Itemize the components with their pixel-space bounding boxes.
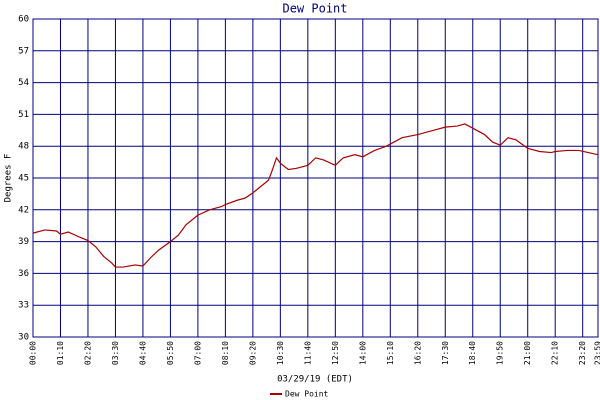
x-tick-label: 15:10 xyxy=(386,341,395,365)
y-tick-label: 30 xyxy=(18,333,29,343)
x-tick-label: 14:00 xyxy=(358,341,367,365)
legend-label: Dew Point xyxy=(285,390,329,399)
x-tick-label: 23:59 xyxy=(594,341,600,365)
x-tick-label: 17:30 xyxy=(441,341,450,365)
y-tick-label: 57 xyxy=(18,46,29,56)
x-tick-label: 04:40 xyxy=(138,341,147,365)
y-tick-label: 51 xyxy=(18,110,29,120)
x-tick-label: 01:10 xyxy=(56,341,65,365)
x-tick-label: 23:20 xyxy=(578,341,587,365)
x-axis-label: 03/29/19 (EDT) xyxy=(277,375,353,385)
x-tick-label: 08:10 xyxy=(221,341,230,365)
x-tick-label: 22:10 xyxy=(551,341,560,365)
x-tick-label: 02:20 xyxy=(83,341,92,365)
chart-title: Dew Point xyxy=(282,2,347,16)
y-tick-label: 48 xyxy=(18,142,29,152)
x-tick-label: 16:20 xyxy=(413,341,422,365)
x-tick-label: 19:50 xyxy=(496,341,505,365)
y-tick-label: 39 xyxy=(18,237,29,247)
x-tick-label: 18:40 xyxy=(468,341,477,365)
x-tick-label: 21:00 xyxy=(523,341,532,365)
y-tick-label: 33 xyxy=(18,301,29,311)
x-tick-label: 07:00 xyxy=(193,341,202,365)
data-line xyxy=(32,123,599,268)
x-tick-label: 11:40 xyxy=(303,341,312,365)
plot-border xyxy=(32,18,599,338)
y-tick-label: 45 xyxy=(18,174,29,184)
x-tick-label: 10:30 xyxy=(276,341,285,365)
y-tick-label: 36 xyxy=(18,269,29,279)
y-tick-label: 60 xyxy=(18,15,29,25)
x-tick-label: 09:20 xyxy=(248,341,257,365)
y-tick-label: 42 xyxy=(18,205,29,215)
x-tick-label: 00:00 xyxy=(29,341,38,365)
x-tick-label: 03:30 xyxy=(111,341,120,365)
y-tick-label: 54 xyxy=(18,78,29,88)
x-tick-label: 12:50 xyxy=(331,341,340,365)
x-tick-label: 05:50 xyxy=(166,341,175,365)
y-axis-label: Degrees F xyxy=(4,154,14,203)
